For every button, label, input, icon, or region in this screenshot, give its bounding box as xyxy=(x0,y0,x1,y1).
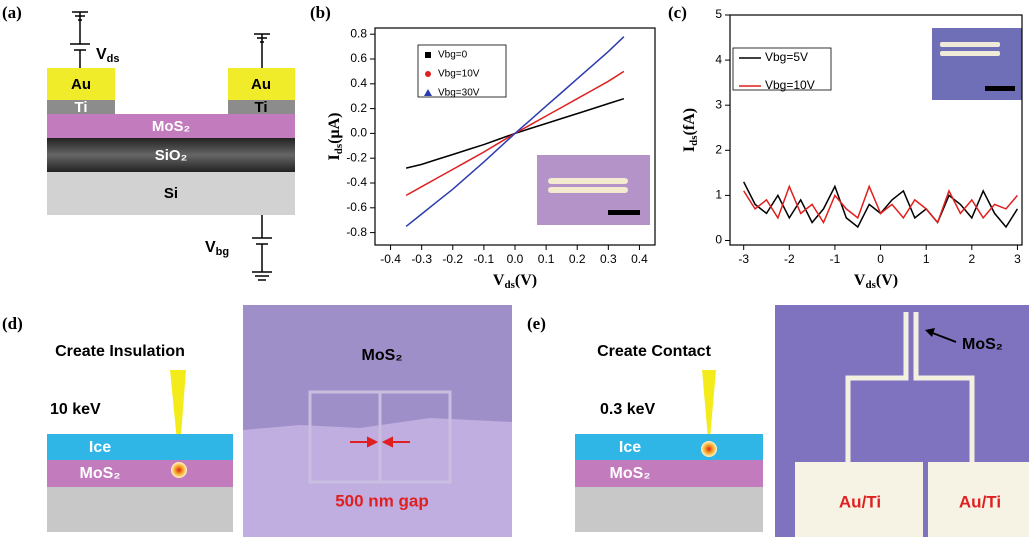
layer-label: Ice xyxy=(619,439,641,456)
axis-label-unit: (μA) xyxy=(326,113,343,144)
beam-spot xyxy=(701,441,717,457)
legend-marker xyxy=(425,71,431,77)
layer-label: SiO₂ xyxy=(155,147,188,164)
x-tick-label: -0.1 xyxy=(474,252,495,266)
y-tick-label: -0.2 xyxy=(346,150,367,164)
ice-layer xyxy=(575,434,763,460)
x-tick-label: -0.2 xyxy=(442,252,463,266)
mos2-layer xyxy=(47,460,233,487)
layer-label: MoS₂ xyxy=(80,465,121,482)
y-tick-label: 2 xyxy=(715,142,722,156)
image-label: MoS₂ xyxy=(362,347,403,364)
panel-label: (d) xyxy=(2,314,23,333)
y-tick-label: 0.2 xyxy=(350,101,367,115)
pad-label: Au/Ti xyxy=(959,492,1001,511)
y-tick-label: -0.4 xyxy=(346,175,367,189)
layer-label: Au xyxy=(251,76,271,93)
step-title: Create Contact xyxy=(597,343,711,360)
x-tick-label: -2 xyxy=(784,252,795,266)
y-tick-label: 5 xyxy=(715,7,722,21)
axis-label-symbol: V xyxy=(854,272,866,289)
panel-label: (a) xyxy=(2,3,22,22)
x-tick-label: 0.1 xyxy=(538,252,555,266)
voltage-label: Vds xyxy=(96,46,120,65)
panel-label: (c) xyxy=(668,3,687,22)
y-tick-label: 0.4 xyxy=(350,76,367,90)
y-tick-label: 0 xyxy=(715,233,722,247)
inset-electrode xyxy=(940,42,1000,47)
y-tick-label: 0.8 xyxy=(350,26,367,40)
data-line xyxy=(744,182,1018,227)
y-tick-label: -0.6 xyxy=(346,200,367,214)
x-tick-label: 0 xyxy=(877,252,884,266)
axis-label-unit: (V) xyxy=(515,272,537,289)
legend-label: Vbg=30V xyxy=(438,88,480,99)
scale-bar xyxy=(608,210,640,215)
x-tick-label: 2 xyxy=(968,252,975,266)
image-label: MoS₂ xyxy=(962,336,1003,353)
substrate xyxy=(575,487,763,532)
voltage-symbol: V xyxy=(205,239,216,256)
x-tick-label: -0.3 xyxy=(411,252,432,266)
panel-label: (b) xyxy=(310,3,331,22)
legend-marker xyxy=(425,52,431,58)
beam-spot xyxy=(171,462,187,478)
layer-label: Ice xyxy=(89,439,111,456)
legend-label: Vbg=5V xyxy=(765,50,808,64)
x-tick-label: 3 xyxy=(1014,252,1021,266)
axis-label: Vds(V) xyxy=(854,272,898,291)
micrograph-region xyxy=(243,418,512,537)
step-title: Create Insulation xyxy=(55,343,185,360)
x-tick-label: -3 xyxy=(738,252,749,266)
substrate xyxy=(47,487,233,532)
layer-label: MoS₂ xyxy=(152,118,190,135)
gap-label: 500 nm gap xyxy=(335,491,429,510)
y-tick-label: 0.0 xyxy=(350,126,367,140)
pad-label: Au/Ti xyxy=(839,492,881,511)
legend-label: Vbg=10V xyxy=(765,78,815,92)
panel-label: (e) xyxy=(527,314,546,333)
energy-label: 10 keV xyxy=(50,401,101,418)
voltage-subscript: ds xyxy=(107,53,120,65)
x-tick-label: -0.4 xyxy=(380,252,401,266)
inset-electrode xyxy=(548,187,628,193)
figure: (a) (b) (c) (d) (e) Au Au Ti Ti MoS₂ SiO… xyxy=(0,0,1029,537)
x-tick-label: 0.0 xyxy=(507,252,524,266)
y-tick-label: 3 xyxy=(715,97,722,111)
layer-label: Ti xyxy=(254,99,267,116)
voltage-symbol: V xyxy=(96,46,107,63)
inset-electrode xyxy=(548,178,628,184)
inset-electrode xyxy=(940,51,1000,56)
x-tick-label: 0.2 xyxy=(569,252,586,266)
axis-label: Ids(μA) xyxy=(326,113,345,161)
legend-label: Vbg=0 xyxy=(438,50,468,61)
axis-label: Vds(V) xyxy=(493,272,537,291)
axis-label-unit: (V) xyxy=(876,272,898,289)
voltage-label: Vbg xyxy=(205,239,229,258)
energy-label: 0.3 keV xyxy=(600,401,655,418)
axis-label: Ids(fA) xyxy=(681,108,700,152)
y-tick-label: 0.6 xyxy=(350,51,367,65)
scale-bar xyxy=(985,86,1015,91)
layer-label: Ti xyxy=(74,99,87,116)
ice-layer xyxy=(47,434,233,460)
data-line xyxy=(744,186,1018,222)
x-tick-label: 0.3 xyxy=(600,252,617,266)
voltage-subscript: bg xyxy=(216,246,229,258)
mos2-layer xyxy=(575,460,763,487)
layer-label: MoS₂ xyxy=(610,465,651,482)
layer-label: Au xyxy=(71,76,91,93)
layer-label: Si xyxy=(164,185,178,202)
axis-label-unit: (fA) xyxy=(681,108,698,136)
legend-label: Vbg=10V xyxy=(438,69,480,80)
x-tick-label: -1 xyxy=(830,252,841,266)
y-tick-label: 4 xyxy=(715,52,722,66)
x-tick-label: 1 xyxy=(923,252,930,266)
page: {"figure": { "labels": ["(a)", "(b)", "(… xyxy=(0,0,1029,537)
axis-label-symbol: V xyxy=(493,272,505,289)
y-tick-label: -0.8 xyxy=(346,225,367,239)
x-tick-label: 0.4 xyxy=(631,252,648,266)
y-tick-label: 1 xyxy=(715,188,722,202)
